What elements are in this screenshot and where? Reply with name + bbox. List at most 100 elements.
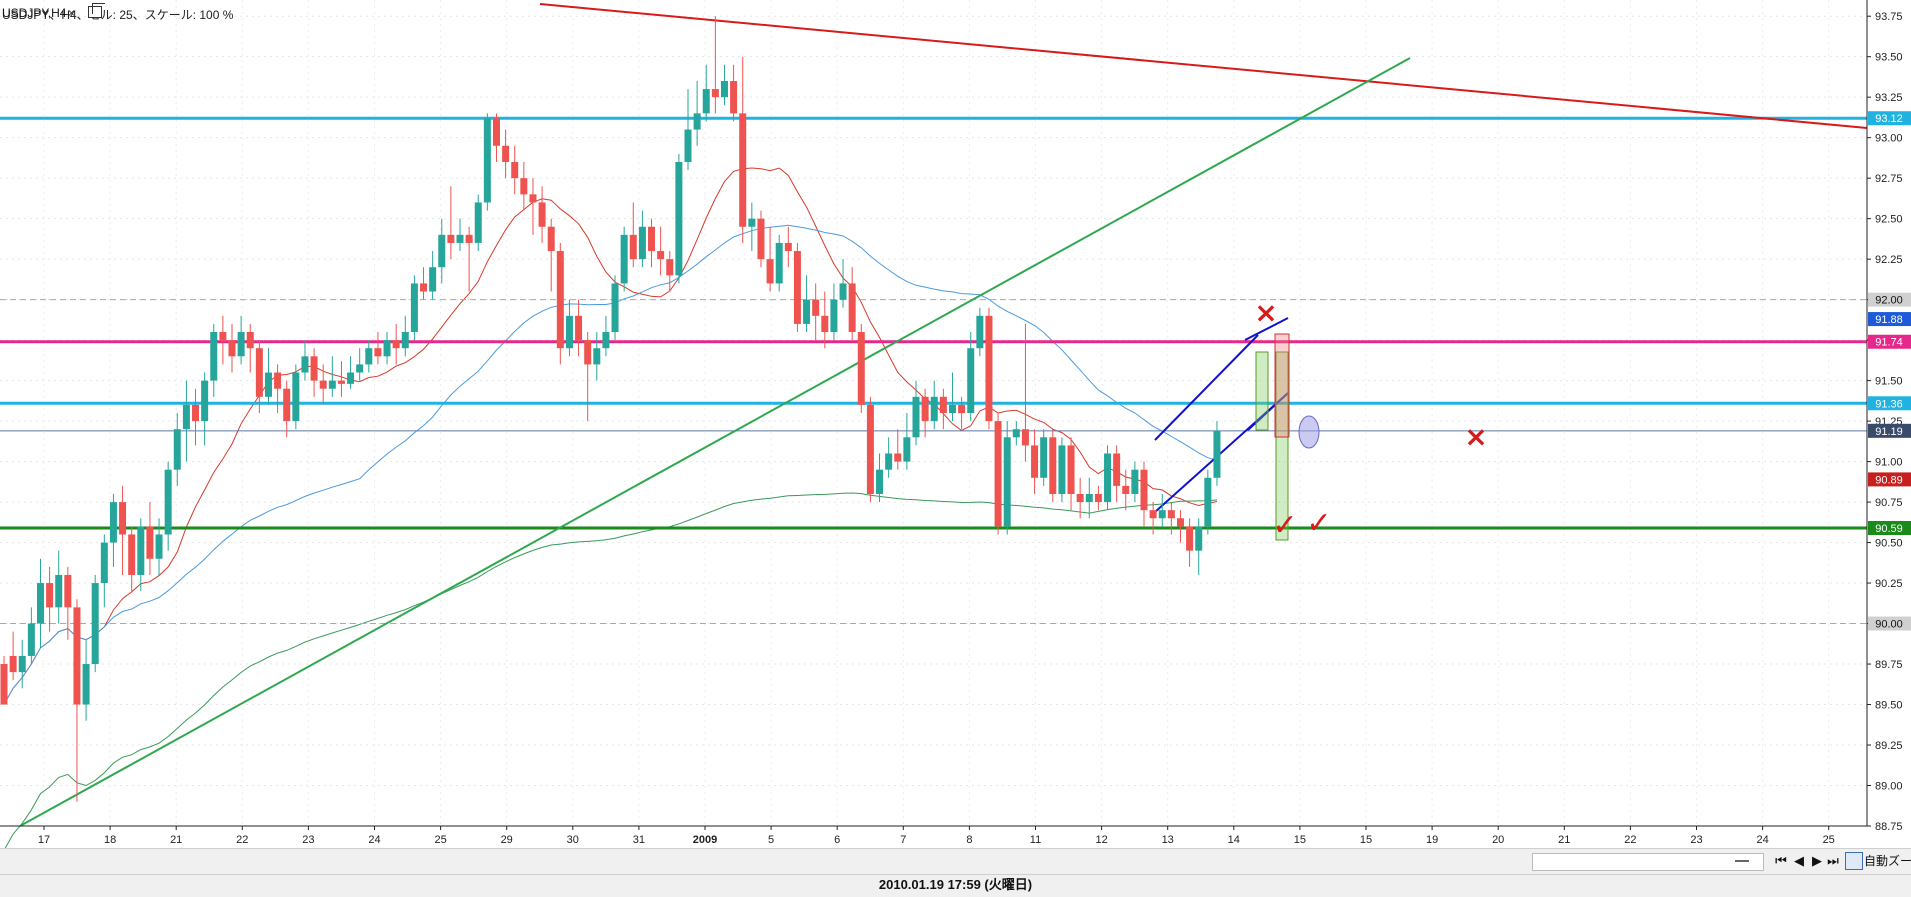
candle-body (237, 332, 245, 357)
candle-body (1067, 445, 1075, 494)
candle-body (994, 421, 1002, 527)
time-tick-label: 23 (1690, 834, 1702, 846)
candle-body (967, 348, 975, 413)
time-tick-label: 6 (834, 834, 840, 846)
candle-body (1113, 453, 1121, 486)
chart-scroll-field[interactable] (1532, 853, 1764, 871)
price-label-box (1868, 334, 1911, 349)
candle-body (720, 80, 728, 98)
candle-body (1049, 437, 1057, 494)
candle-body (529, 194, 537, 203)
candle-body (36, 583, 44, 624)
time-tick-label: 31 (633, 834, 645, 846)
chart-tab-usdjpy-h4[interactable]: USDJPY,H4 (2, 6, 67, 20)
time-tick-label: 7 (900, 834, 906, 846)
candle-body (392, 340, 400, 349)
candle-body (18, 655, 26, 673)
candle-body (711, 89, 719, 98)
auto-zoom-icon[interactable] (1845, 852, 1863, 870)
price-tick-label: 89.50 (1875, 700, 1903, 712)
candle-body (593, 348, 601, 365)
candle-body (73, 607, 81, 705)
support-trendline[interactable] (19, 57, 1411, 827)
candle-body (547, 226, 555, 252)
candlesticks (0, 16, 1221, 802)
candle-body (401, 332, 409, 349)
cross-mark-icon: × (1464, 420, 1487, 453)
candle-body (775, 242, 783, 284)
price-chart[interactable]: × ✓ ✓ × 88.75 89.00 89.25 89.50 89.75 90.00 90.25… (0, 0, 1911, 848)
time-tick-label: 22 (236, 834, 248, 846)
candle-body (383, 340, 391, 357)
time-tick-label: 21 (170, 834, 182, 846)
time-tick-label: 8 (966, 834, 972, 846)
time-tick-label: 22 (1624, 834, 1636, 846)
moving-average-fast (3, 167, 1218, 705)
prev-page-icon[interactable]: ◀ (1794, 853, 1804, 868)
chart-background (0, 0, 1911, 848)
candle-body (27, 623, 35, 656)
candle-body (620, 234, 628, 284)
candle-body (1012, 429, 1020, 438)
candle-body (876, 469, 884, 494)
price-label-box (1868, 520, 1911, 535)
highlight-box-green (1255, 351, 1269, 431)
candle-body (356, 364, 364, 373)
channel-upper-extension[interactable] (1244, 317, 1289, 341)
time-tick-label: 29 (501, 834, 513, 846)
time-tick-label: 13 (1162, 834, 1174, 846)
candle-body (885, 453, 893, 470)
candle-body (757, 218, 765, 260)
time-tick-label: 15 (1294, 834, 1306, 846)
price-label-box (1868, 472, 1911, 487)
candle-body (502, 145, 510, 162)
highlight-box-red (1274, 333, 1290, 438)
resistance-trendline[interactable] (539, 3, 1868, 129)
price-label-box (1868, 396, 1911, 411)
time-tick-label: 24 (1756, 834, 1768, 846)
price-axis[interactable]: 88.75 89.00 89.25 89.50 89.75 90.00 90.25 90.50… (1866, 0, 1911, 833)
candle-body (492, 118, 500, 146)
auto-zoom-button[interactable]: 自動ズーム (1864, 854, 1911, 868)
candle-body (538, 202, 546, 227)
price-tick-label: 89.00 (1875, 781, 1903, 793)
trend-lines[interactable] (19, 3, 1868, 827)
candle-body (584, 340, 592, 365)
time-tick-label: 14 (1228, 834, 1240, 846)
candle-body (939, 396, 947, 413)
price-tick-label: 89.25 (1875, 740, 1903, 752)
candle-body (100, 542, 108, 584)
last-page-icon[interactable]: ⏭ (1827, 853, 1839, 868)
channel-upper-line[interactable] (1154, 334, 1259, 441)
candle-body (1104, 453, 1112, 503)
scroll-minus-icon[interactable] (1735, 860, 1749, 862)
close-tab-icon[interactable]: × (68, 6, 76, 20)
price-tick-label: 93.75 (1875, 11, 1903, 23)
candle-body (948, 404, 956, 413)
candle-body (812, 299, 820, 316)
price-label-91-74: 91.74 (1875, 337, 1903, 349)
time-tick-label: 30 (567, 834, 579, 846)
candle-body (730, 80, 738, 114)
candle-body (128, 534, 136, 575)
candle-body (438, 234, 446, 268)
candle-body (629, 234, 637, 260)
candle-body (228, 340, 236, 357)
candle-body (1176, 518, 1184, 527)
candle-body (1140, 469, 1148, 511)
first-page-icon[interactable]: ⏮ (1775, 853, 1787, 868)
candle-body (164, 469, 172, 535)
next-page-icon[interactable]: ▶ (1812, 853, 1822, 868)
time-axis[interactable]: 17 18 21 22 23 24 25 29 30 31 2009 5 6 7 8 11 12 13 14 15 15… (0, 825, 1867, 846)
symbol-info-label: USDJPY、H4、セル: 25、スケール: 100 % (2, 8, 234, 22)
time-tick-label: 24 (368, 834, 380, 846)
time-tick-label: 17 (38, 834, 50, 846)
candle-body (830, 299, 838, 333)
candle-body (55, 574, 63, 608)
candle-body (173, 429, 181, 470)
candle-body (839, 283, 847, 300)
candle-body (119, 502, 127, 535)
new-window-icon[interactable] (88, 3, 105, 18)
check-mark-icon: ✓ (1272, 508, 1297, 543)
candle-body (1195, 526, 1203, 551)
